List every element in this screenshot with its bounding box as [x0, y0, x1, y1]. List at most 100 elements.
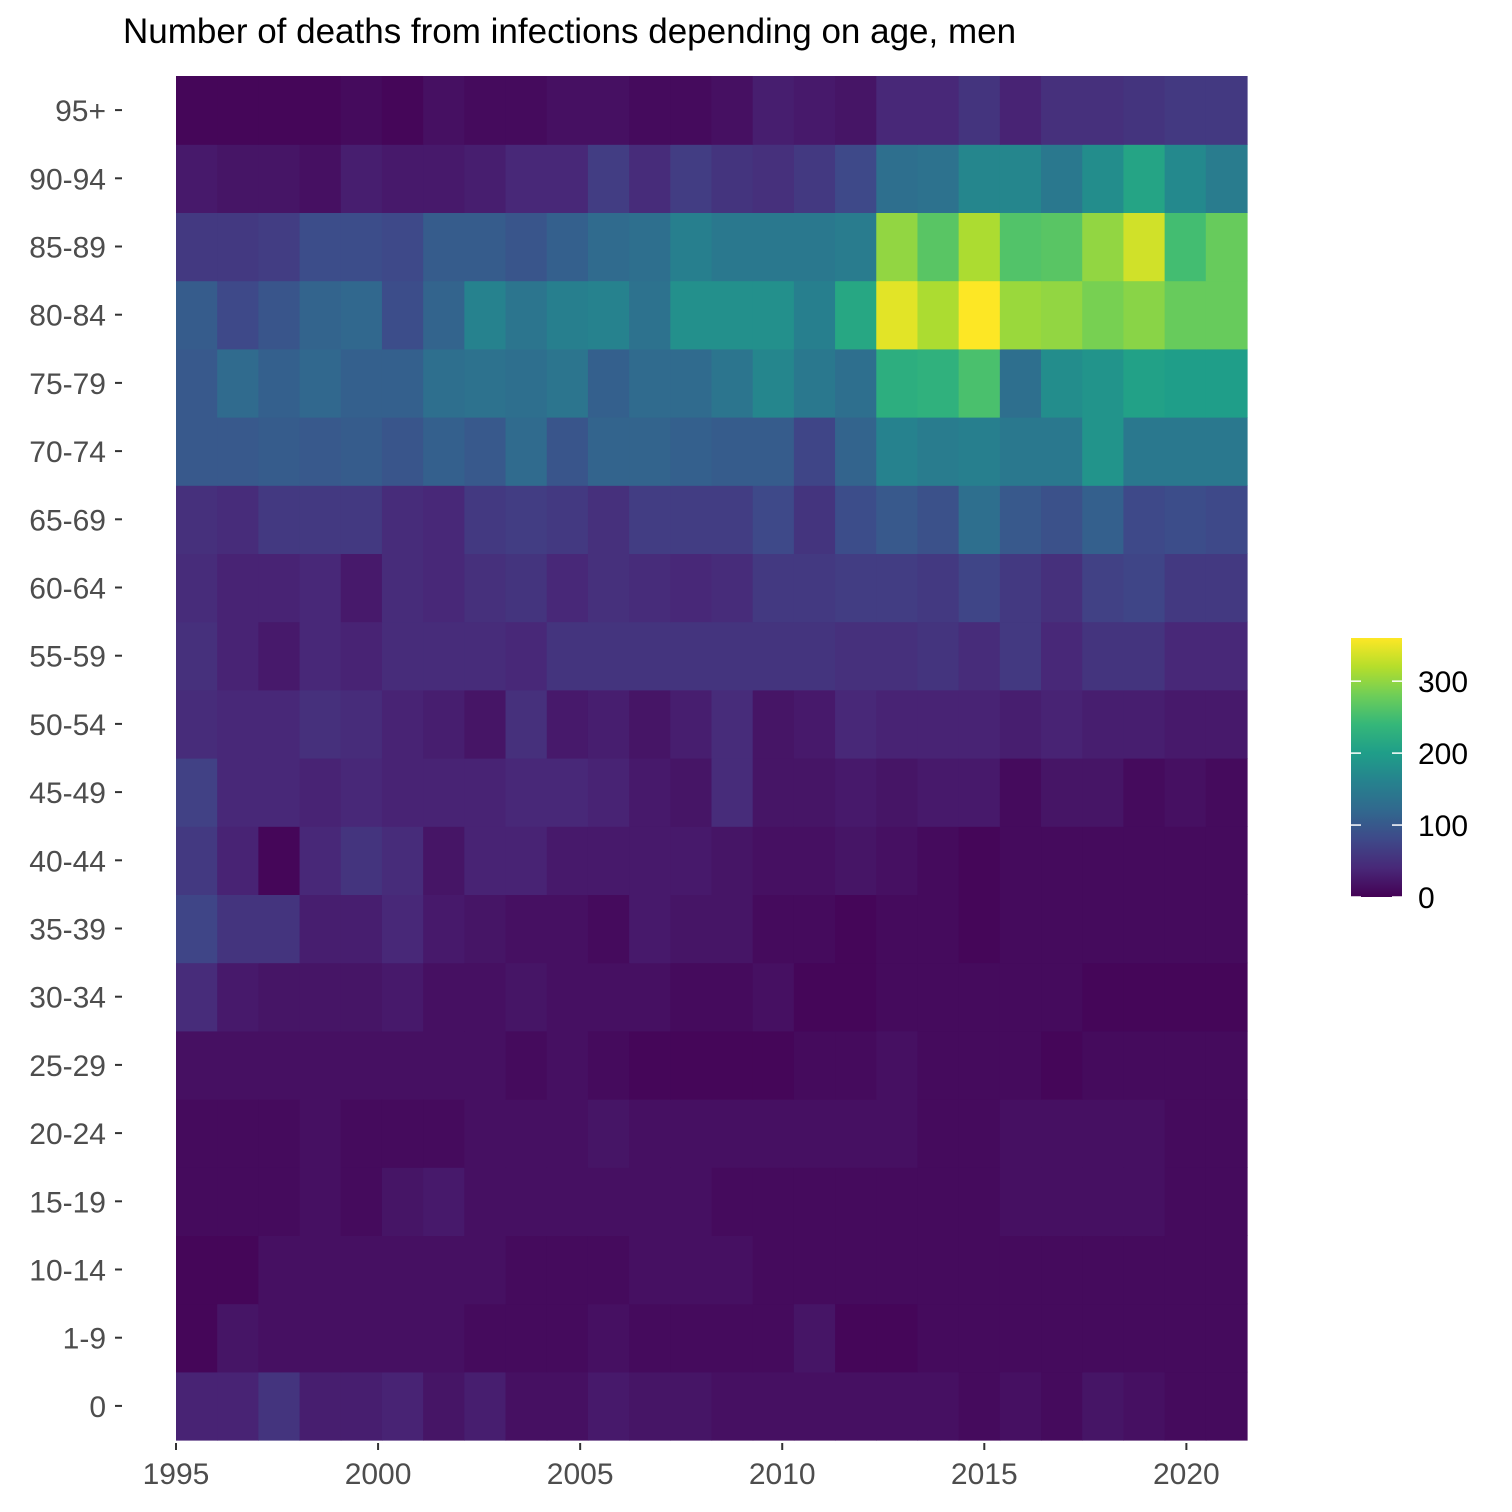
heatmap-cell-10-14-2018 — [1082, 1235, 1125, 1305]
heatmap-cell-90-94-1999 — [299, 144, 342, 213]
heatmap-cell-85-89-2017 — [1041, 212, 1083, 282]
heatmap-cell-25-29-1998 — [258, 1030, 301, 1100]
heatmap-cell-60-64-2020 — [1164, 553, 1207, 623]
heatmap-cell-85-89-2001 — [381, 212, 424, 282]
heatmap-cell-70-74-2015 — [958, 417, 1001, 486]
heatmap-cell-40-44-2011 — [793, 826, 836, 895]
heatmap-cell-1-9-2016 — [999, 1303, 1042, 1373]
heatmap-cell-75-79-2012 — [835, 348, 877, 418]
y-tick-label: 15-19 — [29, 1186, 106, 1219]
heatmap-cell-0-1998 — [258, 1371, 301, 1441]
heatmap-cell-1-9-1998 — [258, 1303, 301, 1373]
heatmap-cell-40-44-2002 — [423, 826, 465, 895]
heatmap-cell-30-34-2007 — [629, 962, 671, 1032]
heatmap-cell-0-1997 — [217, 1371, 259, 1441]
heatmap-cell-95+-2006 — [587, 76, 630, 145]
y-tick-label: 35-39 — [29, 914, 106, 947]
heatmap-cell-20-24-2004 — [505, 1099, 548, 1168]
heatmap-cell-35-39-1999 — [299, 894, 342, 964]
heatmap-cell-75-79-2009 — [711, 348, 754, 418]
heatmap-cell-0-1996 — [176, 1371, 218, 1441]
heatmap-cell-1-9-2003 — [464, 1303, 507, 1373]
heatmap-cell-60-64-2014 — [917, 553, 960, 623]
heatmap-cell-55-59-1997 — [217, 621, 259, 691]
heatmap-cell-1-9-2019 — [1123, 1303, 1166, 1373]
heatmap-cell-55-59-2014 — [917, 621, 960, 691]
heatmap-cell-15-19-1997 — [217, 1167, 259, 1236]
heatmap-cell-75-79-2017 — [1041, 348, 1083, 418]
heatmap-cell-95+-2008 — [670, 76, 713, 145]
heatmap-cell-35-39-2001 — [381, 894, 424, 964]
heatmap-cell-85-89-2004 — [505, 212, 548, 282]
x-tick-label: 2005 — [547, 1458, 614, 1491]
heatmap-cells — [176, 76, 1248, 1441]
heatmap-cell-55-59-2019 — [1123, 621, 1166, 691]
heatmap-cell-1-9-2002 — [423, 1303, 465, 1373]
heatmap-cell-45-49-2014 — [917, 758, 960, 827]
heatmap-cell-15-19-2005 — [546, 1167, 589, 1236]
heatmap-cell-65-69-2002 — [423, 485, 465, 554]
heatmap-cell-1-9-2017 — [1041, 1303, 1083, 1373]
legend-tick-label: 0 — [1418, 882, 1435, 915]
heatmap-cell-0-2001 — [381, 1371, 424, 1441]
heatmap-cell-1-9-2013 — [876, 1303, 919, 1373]
heatmap-cell-95+-2001 — [381, 76, 424, 145]
heatmap-cell-70-74-2005 — [546, 417, 589, 486]
heatmap-cell-45-49-2003 — [464, 758, 507, 827]
heatmap-cell-20-24-2010 — [752, 1099, 795, 1168]
heatmap-cell-65-69-2006 — [587, 485, 630, 554]
y-tick-label: 30-34 — [29, 982, 106, 1015]
heatmap-cell-50-54-2014 — [917, 689, 960, 759]
heatmap-cell-60-64-2021 — [1205, 553, 1248, 623]
heatmap-cell-35-39-2011 — [793, 894, 836, 964]
heatmap-cell-0-2017 — [1041, 1371, 1083, 1441]
y-tick-label: 75-79 — [29, 368, 106, 401]
heatmap-cell-1-9-2015 — [958, 1303, 1001, 1373]
heatmap-cell-95+-1997 — [217, 76, 259, 145]
y-axis: 0 1-9 10-14 15-19 20-24 25-29 30-34 35-39 40-44 4… — [29, 95, 122, 1424]
heatmap-cell-15-19-2021 — [1205, 1167, 1248, 1236]
heatmap-cell-20-24-1999 — [299, 1099, 342, 1168]
heatmap-cell-85-89-2016 — [999, 212, 1042, 282]
heatmap-cell-30-34-1996 — [176, 962, 218, 1032]
heatmap-cell-10-14-2013 — [876, 1235, 919, 1305]
heatmap-cell-70-74-2011 — [793, 417, 836, 486]
heatmap-cell-30-34-2020 — [1164, 962, 1207, 1032]
heatmap-cell-60-64-2002 — [423, 553, 465, 623]
heatmap-cell-75-79-2016 — [999, 348, 1042, 418]
heatmap-cell-30-34-2018 — [1082, 962, 1125, 1032]
heatmap-cell-30-34-2016 — [999, 962, 1042, 1032]
heatmap-cell-30-34-2001 — [381, 962, 424, 1032]
heatmap-cell-75-79-2015 — [958, 348, 1001, 418]
color-legend: 0 100 200 300 — [1351, 638, 1468, 915]
heatmap-cell-25-29-1999 — [299, 1030, 342, 1100]
heatmap-cell-85-89-2019 — [1123, 212, 1166, 282]
heatmap-cell-0-2013 — [876, 1371, 919, 1441]
heatmap-cell-25-29-1997 — [217, 1030, 259, 1100]
y-tick-label: 0 — [89, 1391, 106, 1424]
heatmap-cell-50-54-2007 — [629, 689, 671, 759]
heatmap-cell-55-59-2011 — [793, 621, 836, 691]
heatmap-cell-50-54-2016 — [999, 689, 1042, 759]
heatmap-cell-35-39-2019 — [1123, 894, 1166, 964]
heatmap-cell-45-49-2020 — [1164, 758, 1207, 827]
heatmap-cell-65-69-2008 — [670, 485, 713, 554]
heatmap-cell-15-19-1998 — [258, 1167, 301, 1236]
heatmap-cell-85-89-1997 — [217, 212, 259, 282]
heatmap-cell-50-54-2017 — [1041, 689, 1083, 759]
y-tick-label: 65-69 — [29, 504, 106, 537]
heatmap-cell-15-19-2011 — [793, 1167, 836, 1236]
heatmap-cell-55-59-2013 — [876, 621, 919, 691]
heatmap-cell-35-39-2002 — [423, 894, 465, 964]
heatmap-cell-25-29-2013 — [876, 1030, 919, 1100]
heatmap-cell-80-84-2013 — [876, 280, 919, 350]
heatmap-cell-30-34-2011 — [793, 962, 836, 1032]
heatmap-cell-45-49-1996 — [176, 758, 218, 827]
heatmap-cell-75-79-2010 — [752, 348, 795, 418]
heatmap-cell-90-94-2014 — [917, 144, 960, 213]
heatmap-cell-1-9-2018 — [1082, 1303, 1125, 1373]
heatmap-cell-95+-2000 — [340, 76, 383, 145]
heatmap-cell-20-24-2013 — [876, 1099, 919, 1168]
heatmap-cell-80-84-2008 — [670, 280, 713, 350]
heatmap-cell-30-34-2004 — [505, 962, 548, 1032]
